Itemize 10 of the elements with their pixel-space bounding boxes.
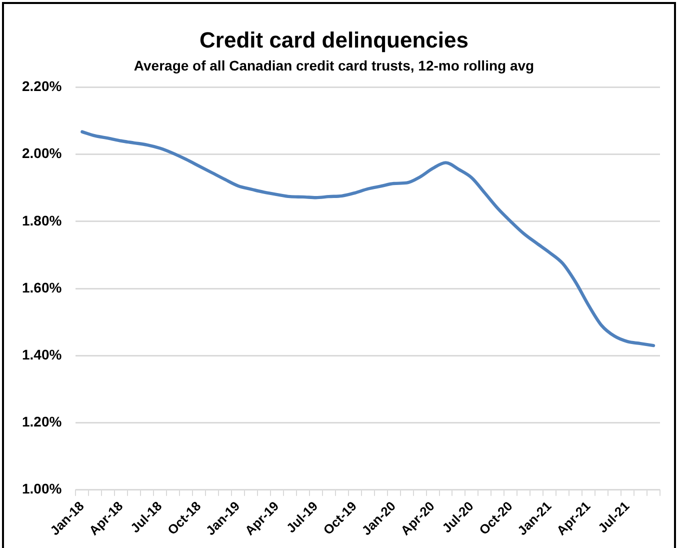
y-tick-label: 2.00% bbox=[22, 145, 62, 162]
y-tick-label: 1.00% bbox=[22, 480, 62, 497]
y-tick-label: 1.60% bbox=[22, 279, 62, 296]
y-tick-label: 2.20% bbox=[22, 78, 62, 94]
chart-title: Credit card delinquencies bbox=[200, 27, 468, 52]
y-tick-label: 1.40% bbox=[22, 346, 62, 362]
chart-subtitle: Average of all Canadian credit card trusts, 12-mo rolling avg bbox=[134, 58, 534, 74]
y-tick-label: 1.20% bbox=[22, 414, 62, 430]
y-tick-label: 1.80% bbox=[22, 212, 62, 228]
line-series bbox=[80, 130, 656, 348]
